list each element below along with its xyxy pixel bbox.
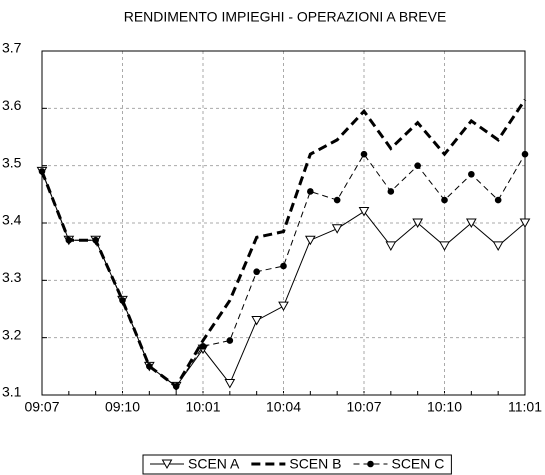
legend-label: SCEN B xyxy=(289,456,341,472)
x-tick-label: 09:07 xyxy=(24,399,59,415)
series xyxy=(38,150,529,390)
marker xyxy=(519,218,531,229)
y-tick-label: 3.7 xyxy=(2,40,22,56)
legend-box xyxy=(142,454,452,475)
marker xyxy=(65,236,73,244)
marker xyxy=(224,379,236,389)
marker xyxy=(358,207,370,217)
marker xyxy=(494,196,502,204)
y-tick-label: 3.4 xyxy=(2,212,22,228)
marker xyxy=(251,315,263,326)
legend: SCEN A SCEN B SCEN C xyxy=(142,454,452,475)
legend-label: SCEN C xyxy=(391,456,444,472)
x-tick-label: 10:10 xyxy=(427,399,462,415)
marker xyxy=(253,268,260,276)
y-tick-label: 3.1 xyxy=(2,384,22,400)
marker xyxy=(333,196,341,204)
marker xyxy=(465,218,477,229)
series xyxy=(40,98,527,389)
marker xyxy=(387,188,395,195)
marker xyxy=(92,236,99,244)
marker xyxy=(492,241,504,251)
marker xyxy=(304,235,316,246)
marker xyxy=(307,188,314,195)
marker xyxy=(468,170,475,178)
marker xyxy=(161,459,173,470)
marker xyxy=(441,196,448,204)
marker xyxy=(226,337,234,344)
marker xyxy=(412,218,424,229)
x-tick-label: 10:04 xyxy=(266,399,301,415)
x-tick-label: 10:07 xyxy=(346,399,381,415)
marker xyxy=(172,383,180,390)
marker xyxy=(119,297,126,304)
marker xyxy=(199,342,207,350)
marker xyxy=(331,224,343,234)
y-tick-label: 3.5 xyxy=(2,154,22,170)
marker xyxy=(38,168,46,175)
marker xyxy=(521,150,529,158)
y-tick-label: 3.2 xyxy=(2,326,22,342)
x-tick-label: 09:10 xyxy=(105,399,140,415)
marker xyxy=(414,162,421,169)
y-tick-label: 3.6 xyxy=(2,97,22,113)
legend-label: SCEN A xyxy=(188,456,240,472)
chart-title: RENDIMENTO IMPIEGHI - OPERAZIONI A BREVE xyxy=(124,9,447,25)
marker xyxy=(367,460,374,468)
marker xyxy=(385,241,397,251)
marker xyxy=(278,301,289,312)
series-line xyxy=(40,98,527,389)
x-tick-label: 10:01 xyxy=(185,399,220,415)
marker xyxy=(360,150,368,158)
marker xyxy=(146,363,153,370)
x-tick-label: 11:01 xyxy=(508,399,542,415)
marker xyxy=(439,241,450,251)
y-tick-label: 3.3 xyxy=(2,269,22,285)
marker xyxy=(280,262,287,270)
